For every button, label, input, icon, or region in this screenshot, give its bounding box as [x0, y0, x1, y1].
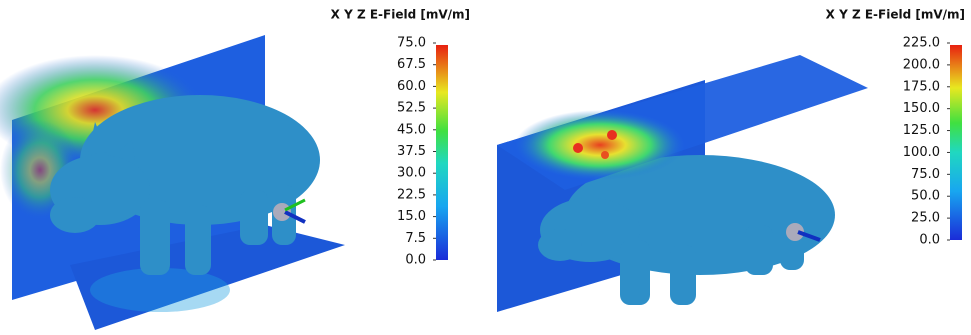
colorbar-tick-label: 37.5 [397, 144, 426, 159]
colorbar [436, 45, 448, 260]
colorbar-tick-label: 45.0 [397, 122, 426, 137]
colorbar-tick-label: 15.0 [397, 209, 426, 224]
colorbar-tick-label: 60.0 [397, 79, 426, 94]
colorbar-tick-label: 25.0 [911, 211, 940, 226]
right-scene [497, 55, 868, 312]
left-scene [0, 35, 345, 330]
colorbar-tick-label: 0.0 [405, 253, 426, 268]
colorbar-title: X Y Z E-Field [mV/m] [826, 8, 965, 22]
colorbar-tick-label: 67.5 [397, 57, 426, 72]
colorbar-tick-label: 175.0 [903, 79, 940, 94]
colorbar-tick-label: 22.5 [397, 187, 426, 202]
colorbar-tick-label: 30.0 [397, 166, 426, 181]
colorbar-tick-label: 200.0 [903, 57, 940, 72]
colorbar-title: X Y Z E-Field [mV/m] [331, 8, 470, 22]
colorbar-tick-label: 150.0 [903, 101, 940, 116]
colorbar-tick-label: 225.0 [903, 36, 940, 51]
colorbar-tick-label: 50.0 [911, 189, 940, 204]
figure: X Y Z E-Field [mV/m] X Y Z E-Field [mV/m… [0, 0, 971, 335]
colorbar-tick-label: 0.0 [919, 233, 940, 248]
colorbar-tick-label: 52.5 [397, 101, 426, 116]
colorbar-tick-label: 125.0 [903, 123, 940, 138]
colorbar-tick-label: 100.0 [903, 145, 940, 160]
colorbar [950, 45, 962, 240]
colorbar-tick-label: 7.5 [405, 231, 426, 246]
colorbar-tick-label: 75.0 [911, 167, 940, 182]
colorbar-tick-label: 75.0 [397, 36, 426, 51]
